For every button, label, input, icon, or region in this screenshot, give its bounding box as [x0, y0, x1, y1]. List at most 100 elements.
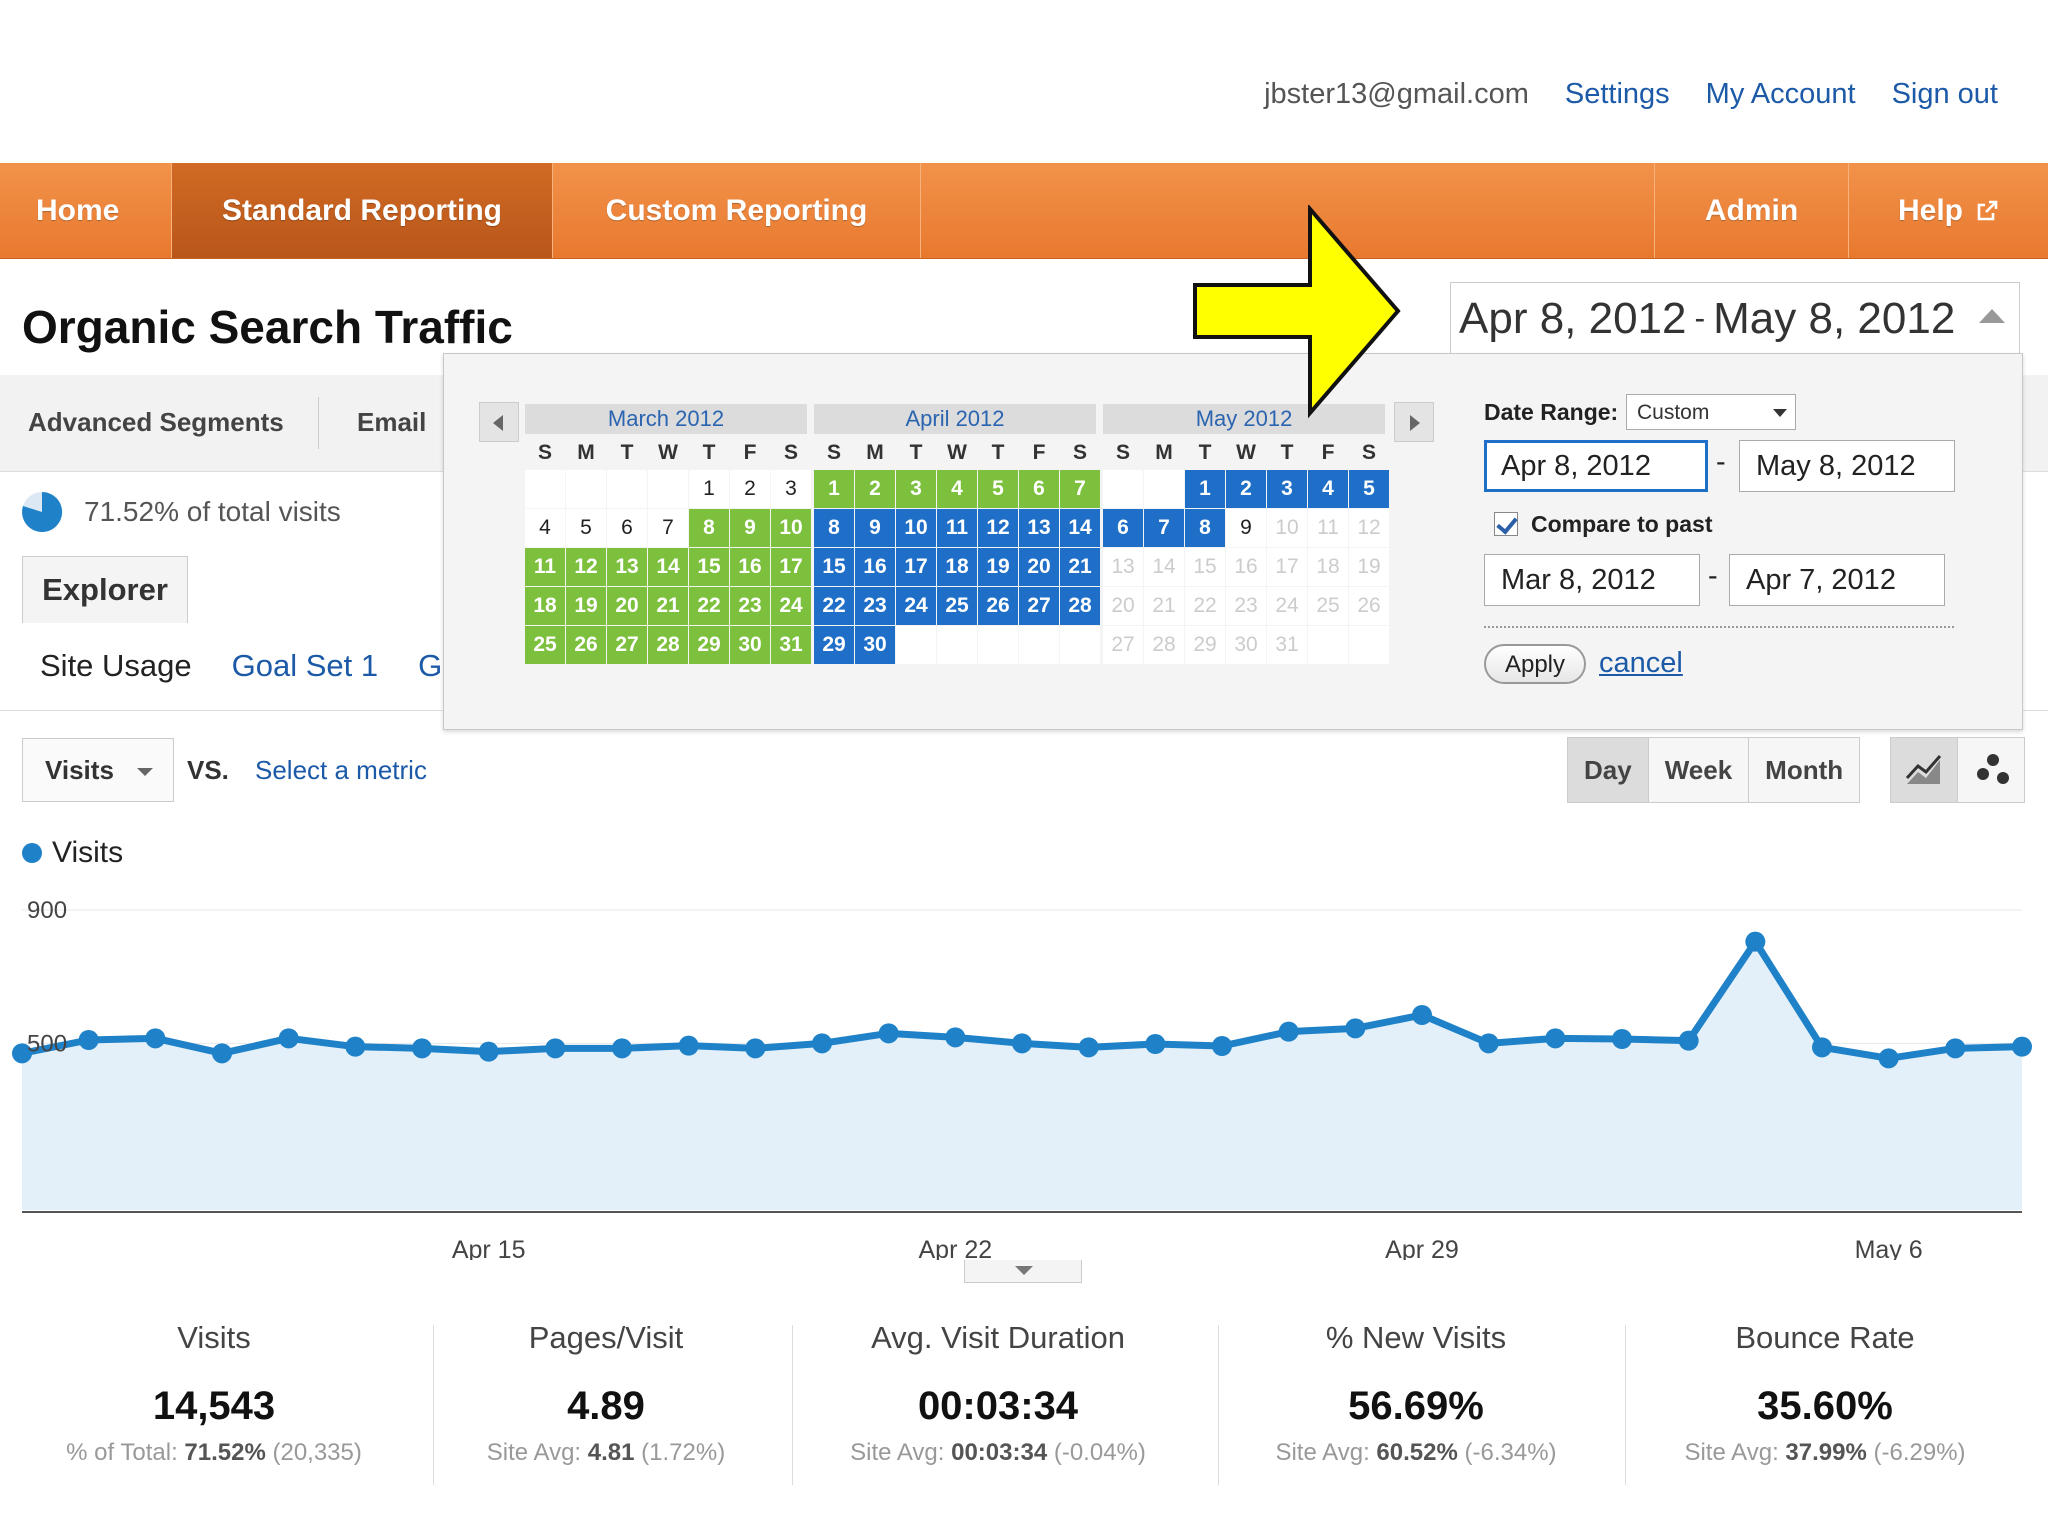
calendar-day[interactable]: 14	[1060, 509, 1100, 547]
calendar-day[interactable]: 7	[1144, 509, 1184, 547]
calendar-day[interactable]: 17	[771, 548, 811, 586]
calendar-day[interactable]: 13	[607, 548, 647, 586]
calendar-day[interactable]: 22	[814, 587, 854, 625]
calendar-day[interactable]: 29	[689, 626, 729, 664]
email-button[interactable]: Email	[357, 407, 427, 437]
calendar-day[interactable]: 18	[937, 548, 977, 586]
calendar-day[interactable]: 18	[1308, 548, 1348, 586]
end-date-input[interactable]: May 8, 2012	[1739, 440, 1955, 492]
calendar-day[interactable]: 2	[730, 470, 770, 508]
calendar-day[interactable]: 8	[1185, 509, 1225, 547]
calendar-day[interactable]: 28	[1060, 587, 1100, 625]
nav-help[interactable]: Help	[1849, 163, 2048, 258]
calendar-day[interactable]: 19	[566, 587, 606, 625]
calendar-day[interactable]: 14	[1144, 548, 1184, 586]
calendar-day[interactable]: 2	[1226, 470, 1266, 508]
start-date-input[interactable]: Apr 8, 2012	[1484, 440, 1708, 492]
date-range-picker-toggle[interactable]: Apr 8, 2012 - May 8, 2012	[1450, 282, 2020, 354]
subtab-goal-set-1[interactable]: Goal Set 1	[231, 648, 379, 683]
apply-button[interactable]: Apply	[1484, 644, 1586, 684]
calendar-day[interactable]: 31	[771, 626, 811, 664]
my-account-link[interactable]: My Account	[1705, 78, 1856, 110]
date-range-select[interactable]: Custom	[1626, 394, 1796, 430]
calendar-day[interactable]: 6	[607, 509, 647, 547]
calendar-day[interactable]: 17	[1267, 548, 1307, 586]
calendar-day[interactable]: 26	[566, 626, 606, 664]
calendar-day[interactable]: 26	[978, 587, 1018, 625]
calendar-day[interactable]: 19	[1349, 548, 1389, 586]
calendar-day[interactable]: 5	[566, 509, 606, 547]
calendar-day[interactable]: 7	[1060, 470, 1100, 508]
calendar-day[interactable]: 1	[1185, 470, 1225, 508]
calendar-day[interactable]: 29	[814, 626, 854, 664]
tab-explorer[interactable]: Explorer	[22, 556, 188, 623]
calendar-day[interactable]: 24	[896, 587, 936, 625]
calendar-day[interactable]: 9	[1226, 509, 1266, 547]
calendar-day[interactable]: 11	[1308, 509, 1348, 547]
settings-link[interactable]: Settings	[1564, 78, 1670, 110]
collapse-chart-handle[interactable]	[964, 1260, 1082, 1283]
period-week-button[interactable]: Week	[1648, 738, 1750, 802]
calendar-day[interactable]: 3	[896, 470, 936, 508]
calendar-day[interactable]: 8	[814, 509, 854, 547]
calendar-day[interactable]: 20	[1103, 587, 1143, 625]
calendar-day[interactable]: 14	[648, 548, 688, 586]
calendar-day[interactable]: 29	[1185, 626, 1225, 664]
calendar-day[interactable]: 25	[525, 626, 565, 664]
calendar-day[interactable]: 15	[1185, 548, 1225, 586]
calendar-day[interactable]: 3	[771, 470, 811, 508]
calendar-day[interactable]: 30	[730, 626, 770, 664]
calendar-day[interactable]: 31	[1267, 626, 1307, 664]
calendar-day[interactable]: 6	[1019, 470, 1059, 508]
calendar-day[interactable]: 27	[1019, 587, 1059, 625]
calendar-day[interactable]: 20	[1019, 548, 1059, 586]
nav-admin[interactable]: Admin	[1655, 163, 1849, 258]
calendar-day[interactable]: 11	[525, 548, 565, 586]
calendar-day[interactable]: 5	[978, 470, 1018, 508]
calendar-day[interactable]: 15	[689, 548, 729, 586]
line-chart-button[interactable]	[1891, 738, 1958, 802]
calendar-day[interactable]: 4	[525, 509, 565, 547]
calendar-day[interactable]: 3	[1267, 470, 1307, 508]
calendar-day[interactable]: 24	[1267, 587, 1307, 625]
metric-dropdown[interactable]: Visits	[22, 738, 174, 802]
calendar-day[interactable]: 20	[607, 587, 647, 625]
calendar-day[interactable]: 30	[855, 626, 895, 664]
calendar-day[interactable]: 2	[855, 470, 895, 508]
calendar-day[interactable]: 15	[814, 548, 854, 586]
calendar-day[interactable]: 23	[1226, 587, 1266, 625]
calendar-day[interactable]: 22	[689, 587, 729, 625]
calendar-day[interactable]: 28	[1144, 626, 1184, 664]
calendar-day[interactable]: 24	[771, 587, 811, 625]
calendar-day[interactable]: 9	[855, 509, 895, 547]
calendar-day[interactable]: 22	[1185, 587, 1225, 625]
calendar-day[interactable]: 19	[978, 548, 1018, 586]
calendar-day[interactable]: 10	[896, 509, 936, 547]
calendar-day[interactable]: 12	[566, 548, 606, 586]
calendar-day[interactable]: 18	[525, 587, 565, 625]
calendar-day[interactable]: 17	[896, 548, 936, 586]
subtab-site-usage[interactable]: Site Usage	[40, 648, 192, 683]
calendar-day[interactable]: 13	[1019, 509, 1059, 547]
calendar-day[interactable]: 21	[1144, 587, 1184, 625]
calendar-day[interactable]: 23	[730, 587, 770, 625]
cancel-link[interactable]: cancel	[1599, 647, 1683, 679]
calendar-day[interactable]: 16	[1226, 548, 1266, 586]
nav-home[interactable]: Home	[0, 163, 172, 258]
calendar-day[interactable]: 10	[771, 509, 811, 547]
calendar-day[interactable]: 6	[1103, 509, 1143, 547]
calendar-prev-button[interactable]	[479, 402, 519, 442]
compare-end-date-input[interactable]: Apr 7, 2012	[1729, 554, 1945, 606]
calendar-day[interactable]: 11	[937, 509, 977, 547]
nav-standard-reporting[interactable]: Standard Reporting	[172, 163, 553, 258]
period-day-button[interactable]: Day	[1568, 738, 1649, 802]
calendar-day[interactable]: 30	[1226, 626, 1266, 664]
calendar-day[interactable]: 23	[855, 587, 895, 625]
calendar-day[interactable]: 5	[1349, 470, 1389, 508]
calendar-day[interactable]: 21	[648, 587, 688, 625]
calendar-day[interactable]: 25	[1308, 587, 1348, 625]
sign-out-link[interactable]: Sign out	[1891, 78, 1998, 110]
calendar-day[interactable]: 12	[978, 509, 1018, 547]
calendar-day[interactable]: 25	[937, 587, 977, 625]
calendar-day[interactable]: 9	[730, 509, 770, 547]
